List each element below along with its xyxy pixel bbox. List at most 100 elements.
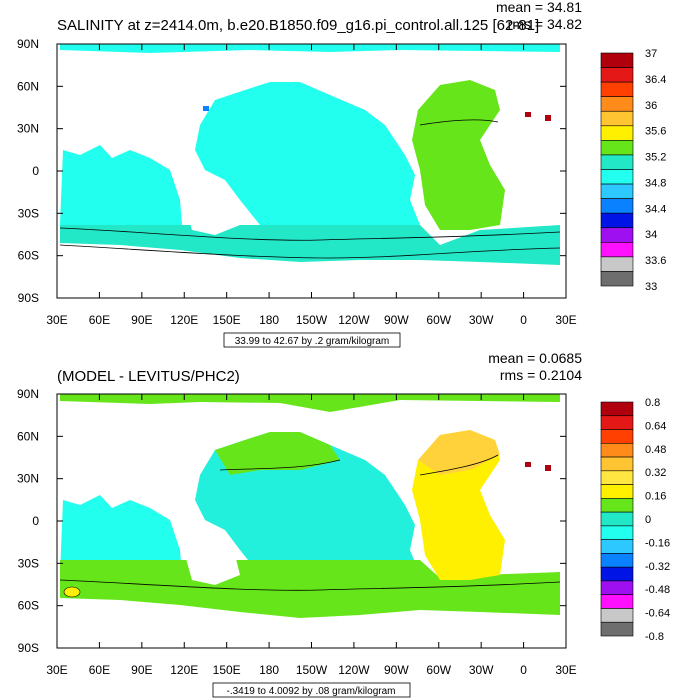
top-colorbar-box (600, 96, 634, 112)
bottom-colorbar-label: -0.32 (645, 561, 670, 573)
top-panel: SALINITY at z=2414.0m, b.e20.B1850.f09_g… (17, 0, 666, 348)
top-colorbar-label: 37 (645, 48, 657, 60)
top-y-tick-label: 90N (17, 37, 39, 51)
top-x-tick-label: 90E (131, 313, 152, 327)
bottom-y-tick-label: 90N (17, 387, 39, 401)
bottom-y-tick-label: 60S (18, 599, 39, 613)
top-x-tick-label: 30E (46, 313, 67, 327)
top-colorbar-label: 35.6 (645, 126, 666, 138)
top-colorbar-label: 34.4 (645, 203, 666, 215)
top-colorbar-box (600, 198, 634, 214)
top-mean: mean = 34.81 (496, 0, 582, 15)
top-colorbar-box (600, 183, 634, 199)
bottom-colorbar-label: 0.32 (645, 467, 666, 479)
top-contour-info-box (223, 332, 401, 348)
bottom-colorbar-box (600, 429, 634, 444)
bottom-panel: (MODEL - LEVITUS/PHC2) mean = 0.0685 rms… (17, 350, 670, 698)
bottom-colorbar-box (600, 401, 634, 417)
bottom-colorbar-box (600, 456, 634, 472)
bottom-colorbar-box (600, 621, 634, 637)
top-colorbar-box (600, 110, 634, 127)
top-atlantic-ocean (412, 80, 505, 230)
bottom-colorbar-box (600, 470, 634, 485)
bottom-indian-ocean (60, 495, 182, 575)
top-rms: rms = 34.82 (508, 16, 583, 32)
bottom-yellow-spot (63, 586, 81, 598)
bottom-colorbar-box (600, 415, 634, 430)
top-pacific-ocean (195, 82, 420, 225)
bottom-colorbar-box (600, 525, 634, 540)
bottom-x-tick-label: 150W (296, 663, 328, 677)
top-arctic-ocean (60, 44, 560, 53)
top-y-tick-label: 0 (32, 164, 39, 178)
bottom-colorbar-label: -0.48 (645, 584, 670, 596)
top-blue-spot (203, 106, 209, 111)
top-colorbar-box (600, 140, 634, 156)
bottom-colorbar-label: -0.8 (645, 631, 664, 643)
bottom-mean: mean = 0.0685 (488, 350, 582, 366)
top-med-spot (545, 115, 551, 121)
bottom-x-tick-label: 90W (384, 663, 409, 677)
top-x-tick-label: 60W (426, 313, 451, 327)
top-contour-atlantic (419, 119, 499, 126)
top-axes: 30E 60E 90E 120E 150E 180 150W 120W 90W 60W 30W 0 30… (17, 37, 577, 327)
bottom-med-spot (545, 465, 551, 471)
bottom-rms: rms = 0.2104 (500, 367, 582, 383)
top-colorbar-box (600, 227, 634, 243)
top-contour-south2 (59, 244, 561, 259)
bottom-colorbar-label: 0.16 (645, 491, 666, 503)
top-colorbar-box (600, 67, 634, 83)
top-colorbar-box (600, 242, 634, 258)
top-colorbar-label: 33 (645, 281, 657, 293)
top-colorbar-label: 36.4 (645, 74, 666, 86)
top-x-tick-label: 120W (338, 313, 370, 327)
top-indian-ocean (60, 145, 182, 225)
bottom-med-spot (525, 462, 531, 467)
bottom-colorbar-box (600, 608, 634, 623)
bottom-contour-south (59, 579, 561, 591)
bottom-colorbar-box (600, 442, 634, 458)
top-x-tick-label: 60E (89, 313, 110, 327)
bottom-x-tick-label: 0 (520, 663, 527, 677)
bottom-y-tick-label: 60N (17, 429, 39, 443)
top-map (57, 44, 566, 298)
top-colorbar-box (600, 52, 634, 68)
bottom-x-tick-label: 120W (338, 663, 370, 677)
bottom-x-tick-label: 180 (259, 663, 279, 677)
top-x-tick-label: 90W (384, 313, 409, 327)
top-colorbar-label: 36 (645, 100, 657, 112)
top-title: SALINITY at z=2414.0m, b.e20.B1850.f09_g… (57, 17, 539, 34)
top-med-spot (525, 112, 531, 117)
top-colorbar-box (600, 256, 634, 272)
bottom-colorbar-label: 0.64 (645, 420, 666, 432)
bottom-contour-atlantic (419, 454, 499, 476)
top-colorbar: 37 36.4 36 35.6 35.2 34.8 34.4 34 33.6 33 (600, 48, 666, 293)
top-colorbar-label: 33.6 (645, 255, 666, 267)
bottom-colorbar-box (600, 511, 634, 527)
bottom-colorbar-box (600, 539, 634, 554)
bottom-x-tick-label: 120E (170, 663, 198, 677)
bottom-australia-land (185, 545, 240, 585)
top-southern-ocean (60, 225, 560, 265)
top-x-tick-label: 180 (259, 313, 279, 327)
top-y-tick-label: 30S (18, 206, 39, 220)
top-x-tick-label: 0 (520, 313, 527, 327)
bottom-colorbar-label: 0.8 (645, 397, 660, 409)
top-x-tick-label: 150E (213, 313, 241, 327)
bottom-map (57, 394, 566, 648)
bottom-colorbar-box (600, 553, 634, 568)
bottom-contour-pacific (219, 459, 341, 471)
top-colorbar-label: 35.2 (645, 152, 666, 164)
bottom-x-tick-label: 90E (131, 663, 152, 677)
top-colorbar-box (600, 169, 634, 185)
bottom-southern-ocean (60, 560, 560, 618)
top-colorbar-box (600, 154, 634, 170)
bottom-x-tick-label: 60W (426, 663, 451, 677)
bottom-arctic-ocean (60, 394, 560, 412)
top-colorbar-box (600, 271, 634, 287)
bottom-north-pacific (215, 432, 340, 475)
bottom-colorbar-box (600, 566, 634, 582)
top-contour-info: 33.99 to 42.67 by .2 gram/kilogram (235, 336, 390, 347)
bottom-colorbar-label: 0 (645, 514, 651, 526)
